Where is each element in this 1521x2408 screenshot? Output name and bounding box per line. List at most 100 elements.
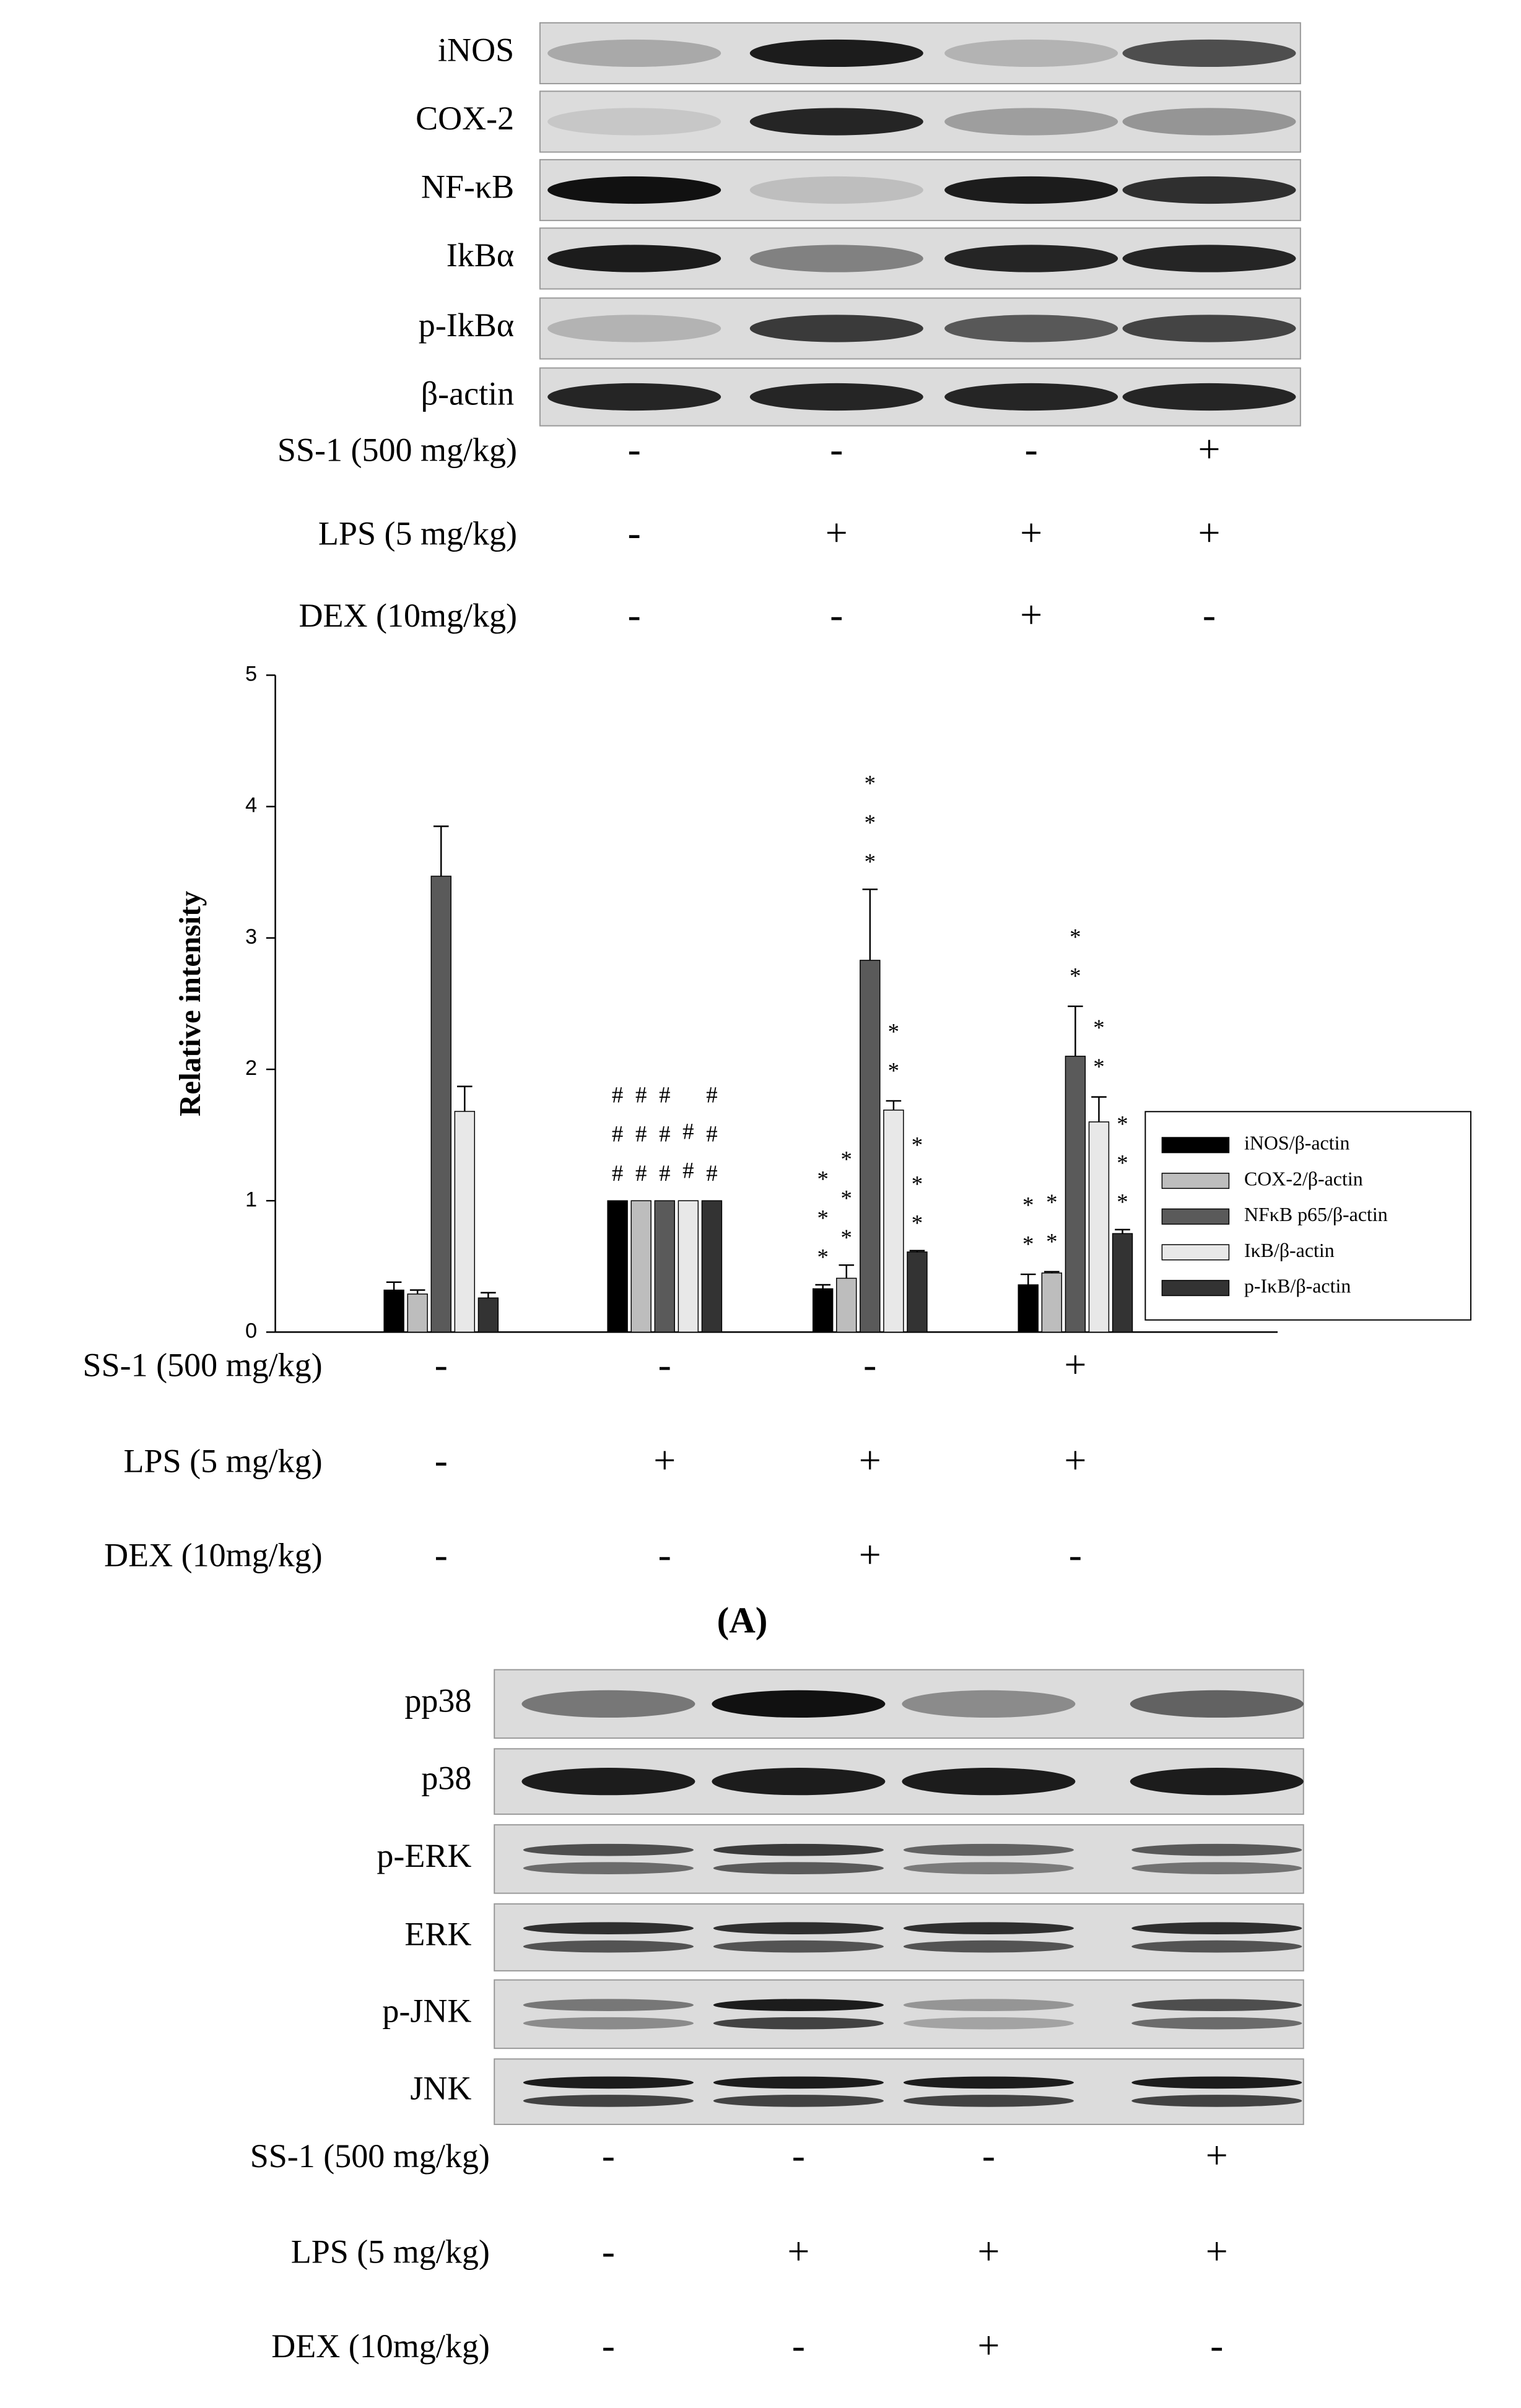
significance-mark: ** xyxy=(1063,924,1088,1002)
blot-band xyxy=(521,1690,695,1718)
bar xyxy=(454,1111,476,1333)
significance-mark: *** xyxy=(904,1132,930,1249)
blot-label: ERK xyxy=(404,1915,471,1952)
blot-band xyxy=(713,1862,884,1874)
condition-sign: + xyxy=(1198,427,1220,471)
bar xyxy=(907,1251,928,1333)
blot-band xyxy=(713,1999,884,2011)
condition-sign: + xyxy=(787,2229,809,2273)
significance-mark: ### xyxy=(699,1082,725,1199)
blot-band xyxy=(1131,2017,1302,2030)
condition-label: LPS (5 mg/kg) xyxy=(318,515,517,552)
blot-label: p-ERK xyxy=(377,1837,471,1874)
blot-band xyxy=(521,1768,695,1796)
significance-mark: *** xyxy=(1110,1111,1135,1228)
blot-band xyxy=(749,245,923,272)
condition-sign: - xyxy=(982,2133,995,2177)
condition-sign: - xyxy=(830,593,843,637)
blot-band xyxy=(944,315,1118,342)
legend-swatch xyxy=(1161,1208,1230,1225)
y-tick-label: 5 xyxy=(245,663,257,686)
condition-sign: - xyxy=(435,1532,448,1576)
blot-strip xyxy=(494,1979,1304,2049)
bar xyxy=(1112,1233,1133,1333)
condition-sign: - xyxy=(602,2229,615,2273)
condition-sign: - xyxy=(863,1342,876,1386)
legend-label: p-IκB/β-actin xyxy=(1244,1276,1351,1297)
blot-band xyxy=(1131,1999,1302,2011)
y-tick-label: 2 xyxy=(245,1056,257,1080)
blot-band xyxy=(1131,1862,1302,1874)
condition-sign: + xyxy=(826,511,848,555)
blot-label: p-JNK xyxy=(382,1992,471,2029)
condition-sign: - xyxy=(658,1342,671,1386)
blot-band xyxy=(903,1922,1074,1934)
blot-band xyxy=(749,39,923,67)
blot-band xyxy=(902,1690,1076,1718)
blot-band xyxy=(547,39,721,67)
blot-band xyxy=(944,108,1118,136)
blot-strip xyxy=(494,1824,1304,1894)
condition-sign: + xyxy=(653,1438,676,1482)
blot-band xyxy=(1130,1690,1304,1718)
y-tick-label: 0 xyxy=(245,1319,257,1342)
bar xyxy=(701,1200,723,1333)
blot-band xyxy=(749,108,923,136)
blot-band xyxy=(1122,176,1296,204)
significance-mark: ** xyxy=(1086,1015,1112,1093)
condition-label: SS-1 (500 mg/kg) xyxy=(277,431,517,468)
condition-label: DEX (10mg/kg) xyxy=(299,597,517,634)
significance-mark: ### xyxy=(629,1082,654,1199)
blot-band xyxy=(1130,1768,1304,1796)
blot-band xyxy=(523,1940,694,1953)
bar xyxy=(407,1293,428,1333)
blot-label: pp38 xyxy=(404,1682,471,1719)
significance-mark: *** xyxy=(857,771,883,888)
panel-label: (A) xyxy=(717,1599,768,1640)
condition-sign: + xyxy=(859,1532,881,1576)
blot-band xyxy=(1122,39,1296,67)
condition-sign: - xyxy=(602,2323,615,2367)
condition-sign: - xyxy=(628,511,641,555)
blot-band xyxy=(523,2095,694,2107)
legend-swatch xyxy=(1161,1173,1230,1189)
blot-band xyxy=(1122,108,1296,136)
blot-band xyxy=(1131,1922,1302,1934)
bar xyxy=(1088,1121,1110,1333)
blot-band xyxy=(1122,245,1296,272)
condition-sign: - xyxy=(792,2323,805,2367)
bar xyxy=(477,1297,499,1333)
bar xyxy=(607,1200,628,1333)
condition-label: SS-1 (500 mg/kg) xyxy=(83,1347,323,1384)
condition-label: SS-1 (500 mg/kg) xyxy=(250,2137,490,2175)
blot-label: β-actin xyxy=(421,375,514,412)
blot-band xyxy=(749,383,923,411)
condition-sign: - xyxy=(830,427,843,471)
condition-sign: + xyxy=(1206,2133,1228,2177)
condition-sign: + xyxy=(1206,2229,1228,2273)
legend-swatch xyxy=(1161,1280,1230,1297)
blot-band xyxy=(903,1843,1074,1856)
significance-mark: *** xyxy=(834,1147,859,1264)
condition-sign: + xyxy=(1020,593,1042,637)
significance-mark: ### xyxy=(652,1082,678,1199)
legend-label: IκB/β-actin xyxy=(1244,1240,1335,1261)
blot-band xyxy=(1131,1940,1302,1953)
bar xyxy=(836,1277,857,1333)
blot-band xyxy=(749,315,923,342)
condition-sign: - xyxy=(628,427,641,471)
legend-label: COX-2/β-actin xyxy=(1244,1168,1363,1189)
condition-sign: - xyxy=(792,2133,805,2177)
blot-band xyxy=(944,245,1118,272)
blot-band xyxy=(713,1940,884,1953)
blot-band xyxy=(1131,1843,1302,1856)
blot-band xyxy=(523,2017,694,2030)
condition-sign: + xyxy=(1064,1342,1086,1386)
blot-band xyxy=(944,383,1118,411)
blot-band xyxy=(903,1940,1074,1953)
blot-band xyxy=(944,176,1118,204)
blot-band xyxy=(523,1922,694,1934)
condition-sign: - xyxy=(1210,2323,1223,2367)
blot-band xyxy=(523,1862,694,1874)
